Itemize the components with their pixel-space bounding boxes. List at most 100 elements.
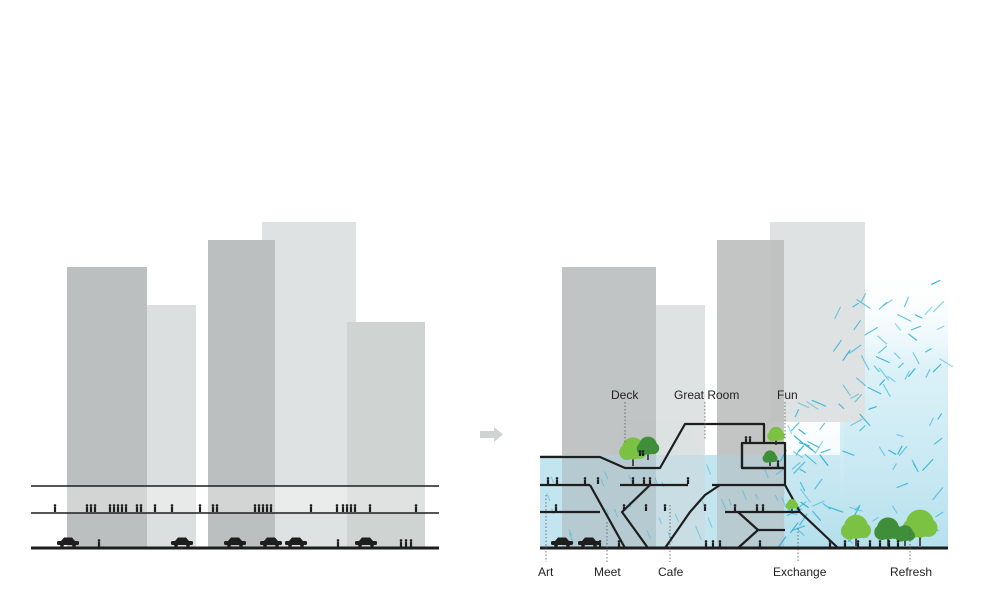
- rain-streak: [791, 462, 801, 470]
- rain-streak: [848, 344, 862, 354]
- rain-streak: [806, 401, 819, 410]
- rain-streak: [792, 525, 806, 531]
- person-silhouette: [878, 540, 882, 547]
- person-silhouette: [748, 436, 752, 442]
- person-silhouette: [335, 504, 339, 512]
- rain-streak: [789, 522, 799, 534]
- car-silhouette: [551, 537, 573, 548]
- car-silhouette: [224, 537, 246, 548]
- person-silhouette: [755, 504, 759, 511]
- rain-streak: [936, 325, 945, 330]
- rain-streak: [658, 517, 663, 525]
- building: [562, 267, 656, 548]
- arrow-right-icon: [480, 427, 503, 442]
- building: [67, 267, 147, 548]
- person-silhouette: [261, 504, 265, 512]
- person-silhouette: [215, 504, 219, 512]
- person-silhouette: [112, 504, 116, 512]
- person-silhouette: [53, 504, 57, 512]
- rain-streak: [925, 348, 932, 353]
- rain-streak: [908, 333, 918, 341]
- program-labels: Deck Great Room Fun Art Meet Cafe Exchan…: [538, 388, 932, 579]
- person-silhouette: [686, 477, 690, 484]
- rain-streak: [930, 279, 941, 285]
- rain-streak: [891, 505, 898, 514]
- person-silhouette: [404, 539, 408, 547]
- rain-streak: [804, 454, 817, 465]
- person-silhouette: [139, 504, 143, 512]
- rain-streak: [799, 481, 806, 492]
- rain-streak: [896, 482, 909, 489]
- person-silhouette: [856, 540, 860, 547]
- person-silhouette: [776, 460, 780, 467]
- person-silhouette: [583, 477, 587, 484]
- rain-streak: [819, 422, 826, 430]
- car-silhouette: [285, 537, 307, 548]
- person-silhouette: [733, 504, 737, 511]
- rain-streak: [868, 406, 877, 410]
- person-silhouette: [85, 504, 89, 512]
- car-silhouette: [578, 537, 600, 548]
- floor-lines: [31, 485, 439, 550]
- rain-streak: [903, 296, 910, 308]
- person-silhouette: [546, 477, 550, 484]
- pedestrians-group: [546, 436, 900, 547]
- rain-streak: [898, 445, 908, 456]
- person-silhouette: [399, 539, 403, 547]
- rain-streak: [911, 459, 917, 468]
- rain-streak: [882, 383, 891, 397]
- person-silhouette: [257, 504, 261, 512]
- person-silhouette: [617, 540, 621, 547]
- rain-streak: [707, 517, 713, 528]
- leader-lines: [545, 402, 911, 562]
- rain-streak: [932, 363, 942, 373]
- car-silhouette: [171, 537, 193, 548]
- person-silhouette: [116, 504, 120, 512]
- rain-streak: [628, 475, 633, 483]
- person-silhouette: [309, 504, 313, 512]
- rain-streak: [877, 335, 888, 345]
- rain-streak: [793, 501, 807, 512]
- rain-streak: [910, 325, 921, 331]
- rain-streak: [867, 386, 882, 395]
- label-art: Art: [538, 565, 554, 579]
- person-silhouette: [868, 540, 872, 547]
- rain-streak: [912, 352, 920, 365]
- rain-streak: [878, 345, 888, 354]
- rain-streak: [878, 367, 890, 381]
- rain-streak: [793, 461, 806, 474]
- rain-streak: [807, 441, 820, 448]
- rain-streak: [781, 497, 787, 509]
- rain-streak: [798, 445, 805, 452]
- rain-streak: [787, 425, 793, 435]
- rain-streak: [646, 529, 651, 539]
- rain-streak: [799, 488, 811, 503]
- person-silhouette: [896, 540, 900, 547]
- rain-streak: [764, 468, 769, 479]
- ramp-cafe: [620, 484, 651, 549]
- ramp-meet: [589, 484, 626, 549]
- tree-icon: [895, 525, 915, 546]
- rain-streak: [897, 314, 912, 322]
- person-silhouette: [253, 504, 257, 512]
- rain-streak: [897, 445, 903, 455]
- person-silhouette: [89, 504, 93, 512]
- person-silhouette: [353, 504, 357, 512]
- person-silhouette: [554, 504, 558, 511]
- proposed-condition-section: Deck Great Room Fun Art Meet Cafe Exchan…: [538, 222, 954, 579]
- rain-streak: [811, 399, 827, 407]
- person-silhouette: [622, 504, 626, 511]
- rain-streak: [568, 529, 573, 536]
- rain-streak: [893, 352, 901, 359]
- rain-streak: [822, 503, 831, 510]
- rain-streak: [834, 306, 842, 320]
- person-silhouette: [269, 504, 273, 512]
- rain-streak: [842, 450, 855, 456]
- pedestrians-group: [53, 504, 418, 547]
- rain-streak: [864, 327, 878, 336]
- rain-streak: [925, 369, 931, 378]
- person-silhouette: [265, 504, 269, 512]
- person-silhouette: [409, 539, 413, 547]
- rain-streaks: [546, 279, 954, 548]
- rain-streak: [546, 492, 551, 502]
